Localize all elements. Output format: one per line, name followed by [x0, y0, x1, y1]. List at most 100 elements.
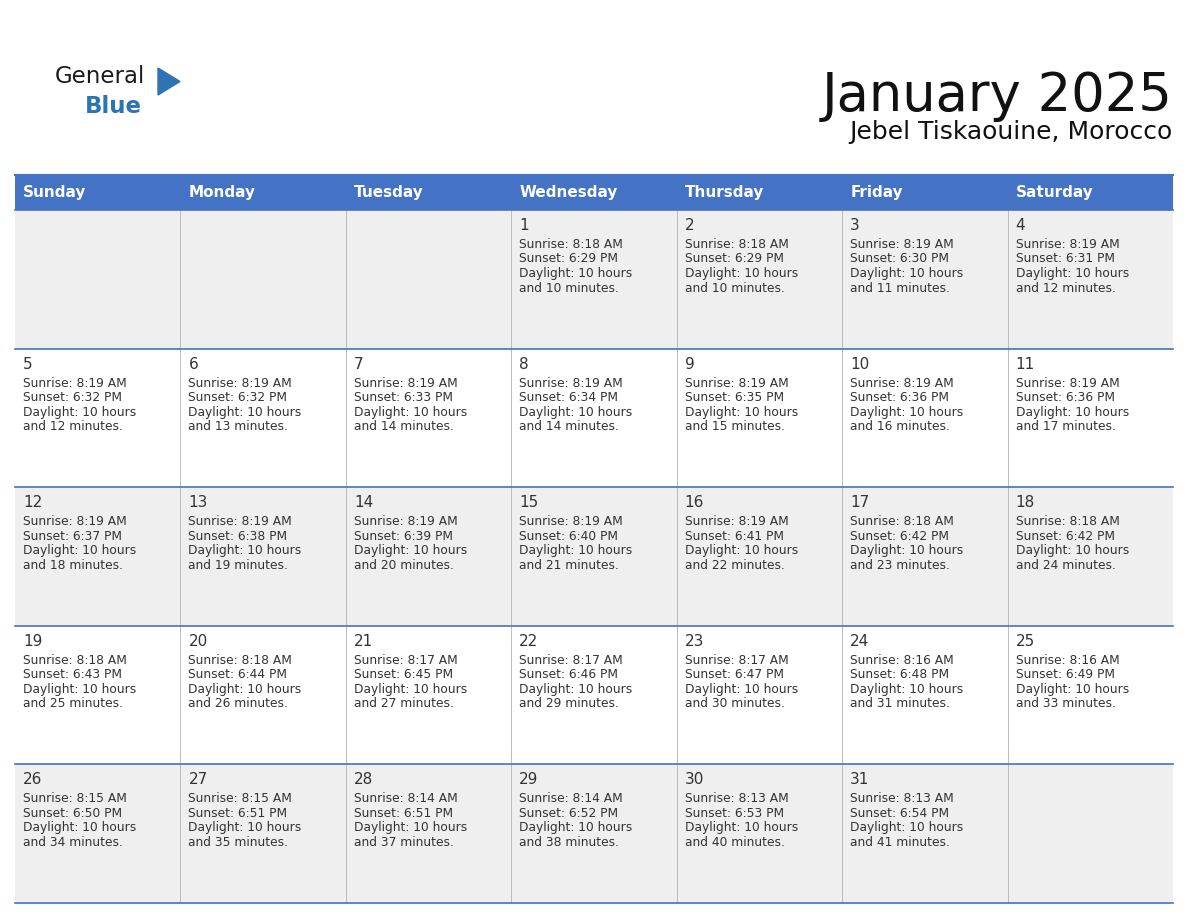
Text: 29: 29 — [519, 772, 538, 788]
Text: and 27 minutes.: and 27 minutes. — [354, 698, 454, 711]
Text: Sunrise: 8:18 AM: Sunrise: 8:18 AM — [23, 654, 127, 666]
Text: Daylight: 10 hours: Daylight: 10 hours — [684, 544, 798, 557]
Text: Sunrise: 8:18 AM: Sunrise: 8:18 AM — [189, 654, 292, 666]
Text: Sunset: 6:44 PM: Sunset: 6:44 PM — [189, 668, 287, 681]
Text: Sunrise: 8:16 AM: Sunrise: 8:16 AM — [1016, 654, 1119, 666]
Text: and 23 minutes.: and 23 minutes. — [851, 559, 950, 572]
Text: Sunrise: 8:13 AM: Sunrise: 8:13 AM — [684, 792, 789, 805]
Text: 27: 27 — [189, 772, 208, 788]
Text: General: General — [55, 65, 145, 88]
Text: Sunrise: 8:13 AM: Sunrise: 8:13 AM — [851, 792, 954, 805]
Text: 11: 11 — [1016, 356, 1035, 372]
Text: and 21 minutes.: and 21 minutes. — [519, 559, 619, 572]
Text: Daylight: 10 hours: Daylight: 10 hours — [23, 544, 137, 557]
Text: Sunrise: 8:19 AM: Sunrise: 8:19 AM — [851, 238, 954, 251]
Text: and 24 minutes.: and 24 minutes. — [1016, 559, 1116, 572]
Text: and 38 minutes.: and 38 minutes. — [519, 836, 619, 849]
Text: Sunset: 6:29 PM: Sunset: 6:29 PM — [519, 252, 618, 265]
Text: and 35 minutes.: and 35 minutes. — [189, 836, 289, 849]
Text: 9: 9 — [684, 356, 695, 372]
Text: and 11 minutes.: and 11 minutes. — [851, 282, 950, 295]
Text: Sunrise: 8:19 AM: Sunrise: 8:19 AM — [354, 376, 457, 389]
Text: and 29 minutes.: and 29 minutes. — [519, 698, 619, 711]
Text: Blue: Blue — [86, 95, 143, 118]
Text: Daylight: 10 hours: Daylight: 10 hours — [684, 267, 798, 280]
Text: 8: 8 — [519, 356, 529, 372]
Text: 20: 20 — [189, 633, 208, 649]
Text: and 20 minutes.: and 20 minutes. — [354, 559, 454, 572]
Text: 18: 18 — [1016, 495, 1035, 510]
Text: Monday: Monday — [189, 185, 255, 200]
Text: 28: 28 — [354, 772, 373, 788]
Text: and 16 minutes.: and 16 minutes. — [851, 420, 950, 433]
Text: Daylight: 10 hours: Daylight: 10 hours — [354, 544, 467, 557]
Text: Sunrise: 8:17 AM: Sunrise: 8:17 AM — [519, 654, 623, 666]
Text: Sunset: 6:47 PM: Sunset: 6:47 PM — [684, 668, 784, 681]
Polygon shape — [158, 68, 181, 95]
Text: 6: 6 — [189, 356, 198, 372]
Text: Daylight: 10 hours: Daylight: 10 hours — [1016, 544, 1129, 557]
Text: 26: 26 — [23, 772, 43, 788]
Text: Daylight: 10 hours: Daylight: 10 hours — [189, 544, 302, 557]
Text: 12: 12 — [23, 495, 43, 510]
Text: Saturday: Saturday — [1016, 185, 1093, 200]
Text: and 19 minutes.: and 19 minutes. — [189, 559, 289, 572]
Text: Daylight: 10 hours: Daylight: 10 hours — [851, 267, 963, 280]
Text: Sunrise: 8:17 AM: Sunrise: 8:17 AM — [354, 654, 457, 666]
Text: Sunrise: 8:18 AM: Sunrise: 8:18 AM — [684, 238, 789, 251]
Text: and 15 minutes.: and 15 minutes. — [684, 420, 785, 433]
Text: 10: 10 — [851, 356, 870, 372]
Text: Sunrise: 8:19 AM: Sunrise: 8:19 AM — [519, 515, 623, 528]
Text: and 14 minutes.: and 14 minutes. — [519, 420, 619, 433]
Text: Daylight: 10 hours: Daylight: 10 hours — [519, 406, 632, 419]
Text: Daylight: 10 hours: Daylight: 10 hours — [23, 406, 137, 419]
Text: Sunset: 6:42 PM: Sunset: 6:42 PM — [1016, 530, 1114, 543]
Text: Daylight: 10 hours: Daylight: 10 hours — [851, 683, 963, 696]
Text: 23: 23 — [684, 633, 704, 649]
Text: Sunset: 6:53 PM: Sunset: 6:53 PM — [684, 807, 784, 820]
Text: Sunrise: 8:17 AM: Sunrise: 8:17 AM — [684, 654, 789, 666]
Text: and 10 minutes.: and 10 minutes. — [684, 282, 784, 295]
Text: Daylight: 10 hours: Daylight: 10 hours — [519, 822, 632, 834]
Text: Daylight: 10 hours: Daylight: 10 hours — [23, 822, 137, 834]
Bar — [15, 210, 1173, 349]
Text: Sunset: 6:37 PM: Sunset: 6:37 PM — [23, 530, 122, 543]
Text: January 2025: January 2025 — [822, 70, 1173, 122]
Text: Sunrise: 8:15 AM: Sunrise: 8:15 AM — [189, 792, 292, 805]
Text: 4: 4 — [1016, 218, 1025, 233]
Text: Sunrise: 8:16 AM: Sunrise: 8:16 AM — [851, 654, 954, 666]
Text: 30: 30 — [684, 772, 704, 788]
Text: Daylight: 10 hours: Daylight: 10 hours — [684, 406, 798, 419]
Text: Sunset: 6:36 PM: Sunset: 6:36 PM — [851, 391, 949, 404]
Text: Daylight: 10 hours: Daylight: 10 hours — [189, 822, 302, 834]
Text: Daylight: 10 hours: Daylight: 10 hours — [354, 822, 467, 834]
Text: and 14 minutes.: and 14 minutes. — [354, 420, 454, 433]
Text: Daylight: 10 hours: Daylight: 10 hours — [1016, 683, 1129, 696]
Text: Daylight: 10 hours: Daylight: 10 hours — [684, 822, 798, 834]
Text: Sunrise: 8:19 AM: Sunrise: 8:19 AM — [519, 376, 623, 389]
Text: Sunrise: 8:14 AM: Sunrise: 8:14 AM — [354, 792, 457, 805]
Text: Daylight: 10 hours: Daylight: 10 hours — [851, 822, 963, 834]
Bar — [15, 487, 1173, 626]
Text: Sunrise: 8:18 AM: Sunrise: 8:18 AM — [519, 238, 624, 251]
Bar — [15, 349, 1173, 487]
Text: and 40 minutes.: and 40 minutes. — [684, 836, 784, 849]
Text: 25: 25 — [1016, 633, 1035, 649]
Text: Sunset: 6:50 PM: Sunset: 6:50 PM — [23, 807, 122, 820]
Text: and 17 minutes.: and 17 minutes. — [1016, 420, 1116, 433]
Text: Sunset: 6:40 PM: Sunset: 6:40 PM — [519, 530, 618, 543]
Text: Sunrise: 8:19 AM: Sunrise: 8:19 AM — [1016, 376, 1119, 389]
Text: and 25 minutes.: and 25 minutes. — [23, 698, 124, 711]
Text: Sunset: 6:30 PM: Sunset: 6:30 PM — [851, 252, 949, 265]
Text: 21: 21 — [354, 633, 373, 649]
Text: and 10 minutes.: and 10 minutes. — [519, 282, 619, 295]
Text: 31: 31 — [851, 772, 870, 788]
Text: Sunset: 6:49 PM: Sunset: 6:49 PM — [1016, 668, 1114, 681]
Text: Daylight: 10 hours: Daylight: 10 hours — [23, 683, 137, 696]
Text: Sunset: 6:32 PM: Sunset: 6:32 PM — [23, 391, 122, 404]
Text: Sunrise: 8:19 AM: Sunrise: 8:19 AM — [684, 376, 789, 389]
Text: and 30 minutes.: and 30 minutes. — [684, 698, 784, 711]
Text: Jebel Tiskaouine, Morocco: Jebel Tiskaouine, Morocco — [849, 120, 1173, 144]
Text: Sunrise: 8:19 AM: Sunrise: 8:19 AM — [851, 376, 954, 389]
Text: Sunset: 6:29 PM: Sunset: 6:29 PM — [684, 252, 784, 265]
